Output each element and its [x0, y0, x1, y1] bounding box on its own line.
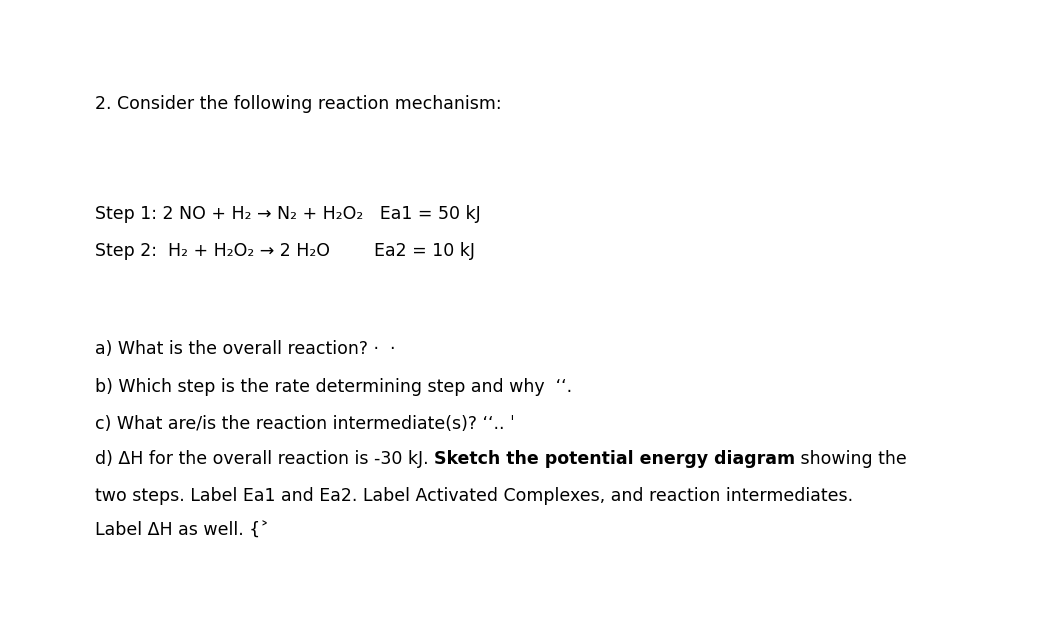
Text: Step 1: 2 NO + H₂ → N₂ + H₂O₂   Ea1 = 50 kJ: Step 1: 2 NO + H₂ → N₂ + H₂O₂ Ea1 = 50 k… [95, 205, 481, 223]
Text: two steps. Label Ea1 and Ea2. Label Activated Complexes, and reaction intermedia: two steps. Label Ea1 and Ea2. Label Acti… [95, 487, 853, 505]
Text: c) What are/is the reaction intermediate(s)? ‘‘.. ˈ: c) What are/is the reaction intermediate… [95, 415, 515, 433]
Text: b) Which step is the rate determining step and why  ‘‘.: b) Which step is the rate determining st… [95, 378, 573, 396]
Text: Step 2:  H₂ + H₂O₂ → 2 H₂O        Ea2 = 10 kJ: Step 2: H₂ + H₂O₂ → 2 H₂O Ea2 = 10 kJ [95, 242, 475, 260]
Text: showing the: showing the [795, 450, 907, 468]
Text: d) ΔH for the overall reaction is -30 kJ.: d) ΔH for the overall reaction is -30 kJ… [95, 450, 434, 468]
Text: Sketch the potential energy diagram: Sketch the potential energy diagram [434, 450, 795, 468]
Text: a) What is the overall reaction? ·  ·: a) What is the overall reaction? · · [95, 340, 395, 358]
Text: Label ΔH as well. {˃: Label ΔH as well. {˃ [95, 522, 269, 540]
Text: 2. Consider the following reaction mechanism:: 2. Consider the following reaction mecha… [95, 95, 502, 113]
